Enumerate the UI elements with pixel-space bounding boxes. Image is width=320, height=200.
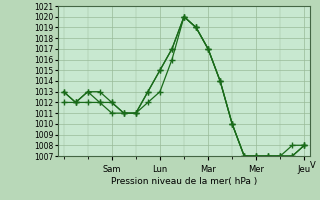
Text: V: V [310, 161, 316, 170]
X-axis label: Pression niveau de la mer( hPa ): Pression niveau de la mer( hPa ) [111, 177, 257, 186]
